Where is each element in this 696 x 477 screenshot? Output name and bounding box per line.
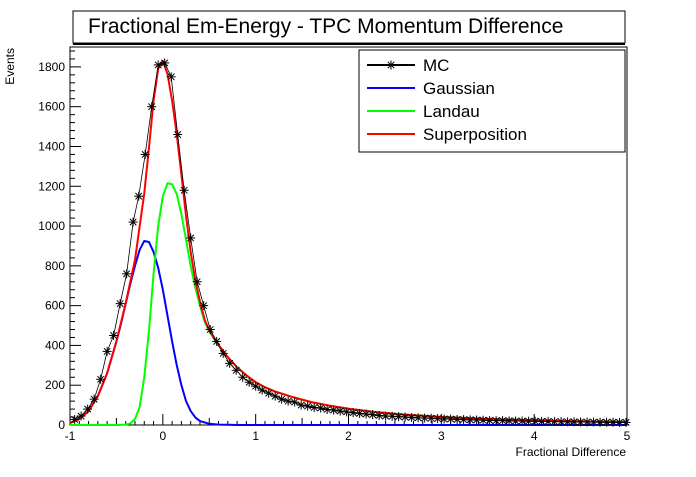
series-mc-point <box>485 415 495 425</box>
series-mc-point <box>569 417 579 427</box>
legend-entries: MC Gaussian Landau Superposition <box>367 56 527 144</box>
series-mc-point <box>342 407 352 417</box>
series-superposition-line <box>69 59 628 424</box>
x-tick-label: 1 <box>252 429 259 443</box>
x-tick-label: 3 <box>438 429 445 443</box>
legend: MC Gaussian Landau Superposition <box>358 49 626 153</box>
series-mc-point <box>109 330 119 340</box>
series-mc-point <box>316 403 326 413</box>
series-mc-point <box>322 404 332 414</box>
series-mc-point <box>212 336 222 346</box>
series-mc-point <box>166 72 176 82</box>
series-mc-point <box>122 269 132 279</box>
x-tick-label: 4 <box>531 429 538 443</box>
series-mc-point <box>160 58 170 68</box>
y-tick-label: 400 <box>45 338 65 352</box>
series-mc-point <box>192 277 202 287</box>
series-mc-point <box>283 396 293 406</box>
series-mc-point <box>446 414 456 424</box>
y-tick-label: 1600 <box>38 100 65 114</box>
series-mc-point <box>309 402 319 412</box>
legend-label-gaussian: Gaussian <box>423 79 495 98</box>
x-tick-label: -1 <box>65 429 76 443</box>
y-tick-label: 200 <box>45 378 65 392</box>
legend-label-landau: Landau <box>423 102 480 121</box>
series-mc-point <box>140 149 150 159</box>
series-mc-point <box>96 374 106 384</box>
series-mc-point <box>153 60 163 70</box>
y-tick-label: 800 <box>45 259 65 273</box>
series-mc-point <box>251 381 261 391</box>
legend-label-mc: MC <box>423 56 449 75</box>
series-mc-point <box>102 346 112 356</box>
series-mc-point <box>264 388 274 398</box>
series-mc-point <box>374 410 384 420</box>
series-mc-point <box>407 412 417 422</box>
series-mc-point <box>368 410 378 420</box>
series-mc-point <box>147 102 157 112</box>
series-mc-point <box>115 299 125 309</box>
y-tick-label: 1000 <box>38 219 65 233</box>
series-mc-point <box>329 405 339 415</box>
x-tick-label: 0 <box>159 429 166 443</box>
x-axis-title: Fractional Difference <box>516 445 627 459</box>
series-mc-point <box>199 301 209 311</box>
series-mc-point <box>76 411 86 421</box>
y-tick-label: 0 <box>58 418 65 432</box>
title-frame <box>72 10 626 44</box>
x-tick-label: 2 <box>345 429 352 443</box>
series-mc-point <box>173 130 183 140</box>
chart-title: Fractional Em-Energy - TPC Momentum Diff… <box>88 15 563 38</box>
legend-entry-mc: MC <box>367 56 449 75</box>
series-mc-point <box>355 408 365 418</box>
series-mc-point <box>303 401 313 411</box>
legend-entry-gaussian: Gaussian <box>367 79 495 98</box>
legend-entry-landau: Landau <box>367 102 480 121</box>
y-tick-label: 600 <box>45 299 65 313</box>
series-mc-point <box>244 377 254 387</box>
series-mc-point <box>290 397 300 407</box>
series-landau-line <box>70 182 628 426</box>
x-tick-label: 5 <box>624 429 631 443</box>
series-mc-point <box>238 372 248 382</box>
series-mc-point <box>335 406 345 416</box>
series-mc-point <box>296 400 306 410</box>
series-mc-point <box>89 394 99 404</box>
series-mc-point <box>205 325 215 335</box>
title-box: Fractional Em-Energy - TPC Momentum Diff… <box>72 10 626 45</box>
legend-marker-mc <box>386 60 396 70</box>
legend-entry-superposition: Superposition <box>367 125 527 144</box>
series-mc-point <box>543 416 553 426</box>
series-mc-point <box>602 417 612 427</box>
x-axis: -1 0 1 2 3 4 5 <box>65 414 631 443</box>
legend-label-superposition: Superposition <box>423 125 527 144</box>
series-mc-point <box>225 358 235 368</box>
series-mc-point <box>257 385 267 395</box>
y-axis: 0 200 400 600 800 1000 1200 1400 1600 1800 <box>38 50 81 432</box>
series-mc-point <box>231 365 241 375</box>
series-mc-point <box>218 348 228 358</box>
y-tick-label: 1400 <box>38 139 65 153</box>
series-layer <box>69 58 631 427</box>
series-mc-point <box>186 233 196 243</box>
series-mc-point <box>70 414 80 424</box>
y-axis-title: Events <box>3 48 17 85</box>
series-mc-point <box>128 217 138 227</box>
y-tick-label: 1200 <box>38 179 65 193</box>
series-mc-point <box>134 191 144 201</box>
series-mc-point <box>83 404 93 414</box>
series-mc-point <box>270 391 280 401</box>
series-mc-point <box>277 394 287 404</box>
title-shadow <box>73 43 625 45</box>
y-tick-label: 1800 <box>38 60 65 74</box>
series-mc-point <box>556 417 566 427</box>
series-mc-point <box>348 408 358 418</box>
series-mc-point <box>361 409 371 419</box>
series-mc-point <box>621 417 631 427</box>
series-mc-point <box>179 185 189 195</box>
